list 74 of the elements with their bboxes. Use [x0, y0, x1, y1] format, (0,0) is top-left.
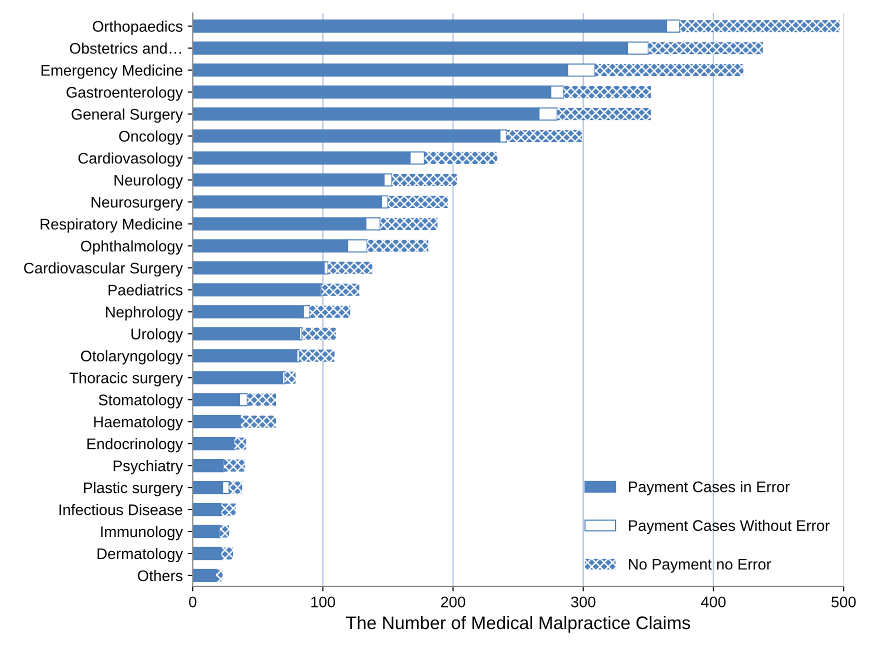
y-tick-label: Nephrology — [106, 306, 183, 320]
legend-label: Payment Cases in Error — [629, 481, 790, 496]
bar — [192, 261, 325, 274]
bar — [506, 130, 582, 142]
bar — [192, 546, 222, 560]
y-tick-label: Psychiatry — [114, 460, 183, 474]
y-tick-label: Haematology — [94, 416, 183, 430]
bar — [302, 328, 336, 340]
y-tick-label: Cardiovascular Surgery — [24, 262, 183, 277]
bar — [192, 283, 321, 296]
bar — [557, 108, 651, 120]
bar — [224, 460, 245, 472]
bar — [310, 306, 350, 318]
bar — [240, 416, 276, 428]
bar — [192, 437, 235, 450]
bar — [392, 174, 457, 186]
bar — [234, 438, 246, 450]
bar — [229, 482, 242, 494]
bar — [192, 568, 217, 582]
y-tick-label: Infectious Disease — [60, 504, 182, 516]
bar — [594, 64, 744, 76]
bar — [285, 372, 296, 384]
bar — [192, 415, 242, 428]
x-tick-label: 500 — [831, 596, 856, 608]
x-tick-label: 300 — [571, 596, 596, 608]
bar — [221, 503, 236, 516]
y-tick-label: Neurology — [114, 174, 183, 189]
x-tick-label: 400 — [701, 596, 726, 608]
bar — [424, 152, 498, 164]
y-tick-label: Otolaryngology — [80, 350, 183, 364]
x-tick-label: 0 — [189, 596, 196, 608]
bar — [247, 394, 276, 406]
y-tick-label: Respiratory Medicine — [40, 218, 182, 233]
legend-label: Payment Cases Without Error — [629, 520, 830, 534]
bar — [221, 547, 234, 560]
bar — [648, 42, 763, 54]
x-tick-label: 200 — [441, 596, 466, 608]
y-tick-label: Gastroenterology — [66, 86, 183, 101]
legend-label: No Payment no Error — [629, 559, 772, 573]
y-tick-label: Dermatology — [98, 548, 183, 562]
bar — [192, 327, 300, 340]
bar — [322, 284, 360, 296]
y-tick-label: Immunology — [101, 526, 183, 540]
bar — [192, 502, 222, 516]
y-tick-label: Paediatrics — [108, 284, 182, 296]
bar — [192, 371, 284, 384]
x-axis-title: The Number of Medical Malpractice Claims — [346, 616, 690, 633]
bar — [367, 240, 428, 252]
y-tick-label: Others — [138, 570, 182, 582]
bar — [388, 196, 448, 208]
y-tick-label: Obstetrics and… — [70, 42, 181, 54]
bar — [216, 569, 223, 582]
bar — [328, 262, 372, 274]
y-tick-label: General Surgery — [72, 108, 183, 123]
y-tick-label: Ophthalmology — [80, 240, 183, 255]
bar — [220, 525, 230, 538]
y-tick-label: Urology — [132, 328, 183, 342]
y-tick-label: Endocrinology — [87, 438, 183, 452]
bar — [192, 524, 220, 538]
y-tick-label: Stomatology — [98, 394, 183, 408]
y-tick-label: Oncology — [119, 130, 183, 145]
y-tick-label: Plastic surgery — [84, 482, 183, 496]
bar — [192, 458, 224, 472]
bar — [680, 20, 840, 32]
x-tick-label: 100 — [311, 596, 336, 608]
y-tick-label: Cardiovasology — [78, 152, 183, 167]
y-tick-label: Neurosurgery — [92, 196, 183, 211]
y-tick-label: Orthopaedics — [92, 20, 182, 35]
bar — [192, 349, 298, 362]
y-tick-label: Emergency Medicine — [42, 64, 182, 79]
bar — [380, 218, 438, 230]
y-tick-label: Thoracic surgery — [70, 372, 183, 386]
bar — [564, 86, 651, 98]
bar — [299, 350, 335, 362]
